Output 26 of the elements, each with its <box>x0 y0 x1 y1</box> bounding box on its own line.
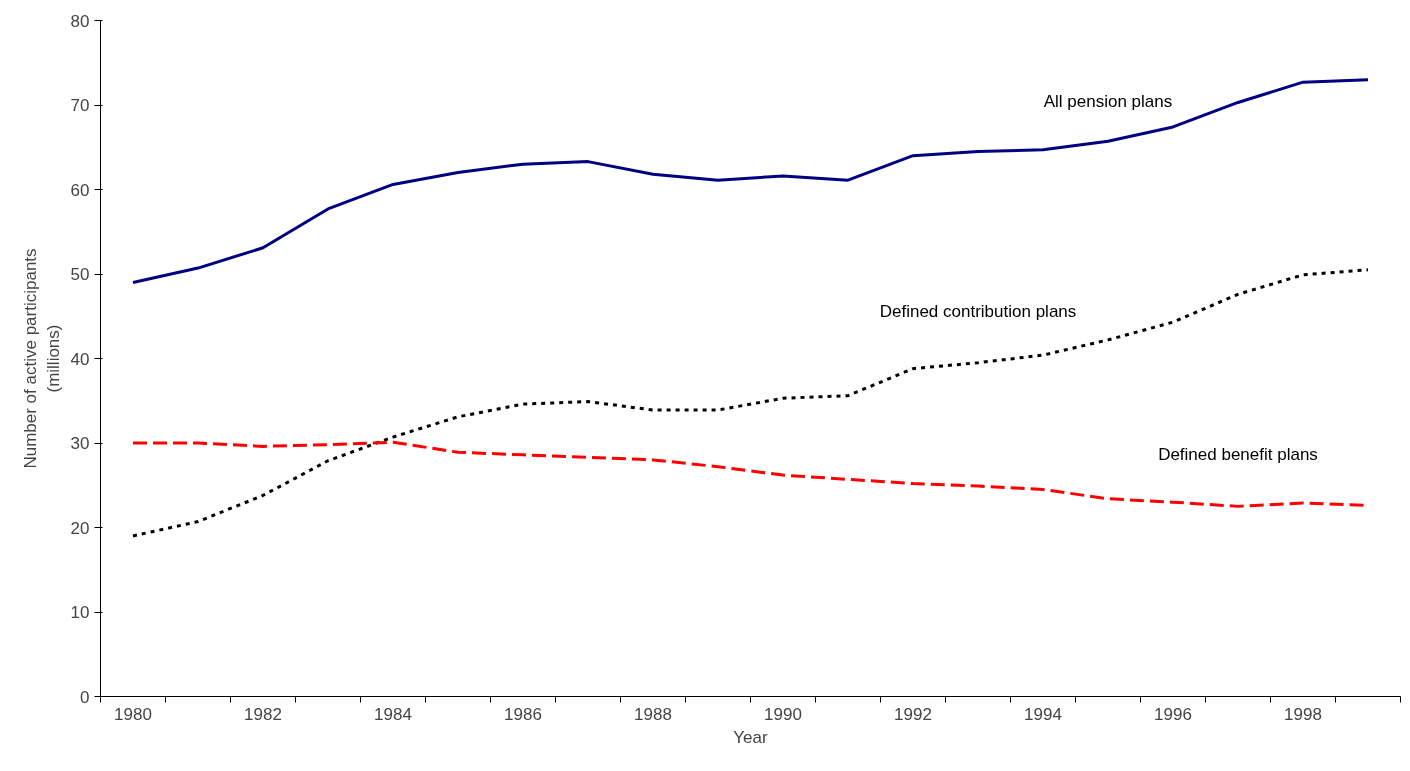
y-tick-label: 40 <box>70 349 90 369</box>
y-tick-label: 0 <box>80 687 90 707</box>
text: Defined benefit plans <box>1158 445 1318 465</box>
y-tick-label: 60 <box>70 180 90 200</box>
x-tick-label: 1992 <box>894 704 932 724</box>
x-tick-label: 1984 <box>374 704 412 724</box>
y-tick-label: 30 <box>70 434 90 453</box>
x-tick-label: 1998 <box>1284 704 1322 724</box>
series-label: All pension plans <box>1043 92 1173 112</box>
y-tick-label: 80 <box>70 11 90 31</box>
x-tick-label: 1990 <box>764 704 802 724</box>
y-tick-label: 20 <box>70 518 90 538</box>
x-tick-label: 1982 <box>244 704 282 724</box>
x-tick-label: 1996 <box>1154 704 1192 724</box>
x-tick-label: 1994 <box>1024 704 1062 724</box>
line-series <box>131 78 1370 284</box>
line-series <box>131 268 1370 538</box>
x-axis-title: Year <box>733 727 769 747</box>
y-tick-label: 10 <box>70 603 90 622</box>
x-tick-label: 1986 <box>504 704 542 724</box>
y-tick-label: 70 <box>70 96 90 115</box>
x-tick-label: 1980 <box>114 704 152 724</box>
y-tick-label: 50 <box>70 265 90 284</box>
series-label: Defined contribution plans <box>879 301 1077 321</box>
y-axis-title: Number of active participants (millions) <box>20 248 63 469</box>
x-tick-label: 1988 <box>634 704 672 724</box>
